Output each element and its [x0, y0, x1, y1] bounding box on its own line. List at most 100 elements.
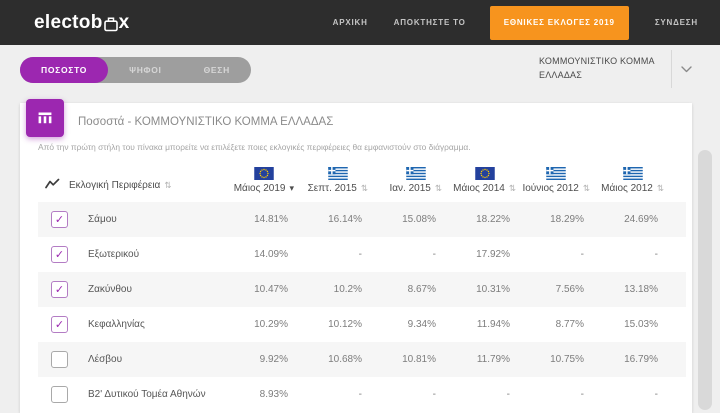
value-cell: 18.22%: [476, 214, 510, 225]
eu-flag-icon: [474, 167, 495, 180]
value-cell: 14.09%: [254, 249, 288, 260]
sort-icon[interactable]: ⇅: [582, 183, 590, 193]
party-select-value: ΚΟΜΜΟΥΝΙΣΤΙΚΟ ΚΟΜΜΑ ΕΛΛΑΔΑΣ: [539, 56, 655, 80]
value-cell: -: [654, 249, 658, 260]
line-chart-icon: [45, 176, 69, 194]
value-cell: 9.92%: [259, 354, 288, 365]
nav-link-get-it[interactable]: ΑΠΟΚΤΗΣΤΕ ΤΟ: [393, 18, 466, 27]
column-header-label: Μάιος 2019: [233, 183, 286, 194]
value-cell: -: [654, 389, 658, 400]
region-cell: Λέσβου: [38, 351, 220, 368]
region-cell: ✓ Ζακύνθου: [38, 281, 220, 298]
nav-menu: ΑΡΧΙΚΗ ΑΠΟΚΤΗΣΤΕ ΤΟ ΕΘΝΙΚΕΣ ΕΚΛΟΓΕΣ 2019…: [307, 5, 698, 40]
region-checkbox[interactable]: ✓: [51, 316, 68, 333]
value-cell: -: [432, 249, 436, 260]
region-checkbox[interactable]: [51, 351, 68, 368]
value-cell: 13.18%: [624, 284, 658, 295]
value-cell: 24.69%: [624, 214, 658, 225]
results-card: Ποσοστά - ΚΟΜΜΟΥΝΙΣΤΙΚΟ ΚΟΜΜΑ ΕΛΛΑΔΑΣ Απ…: [20, 99, 692, 413]
navbar: electob x ΑΡΧΙΚΗ ΑΠΟΚΤΗΣΤΕ ΤΟ ΕΘΝΙΚΕΣ ΕΚ…: [0, 0, 720, 45]
value-cell: 7.56%: [555, 284, 584, 295]
value-cell: -: [580, 249, 584, 260]
region-name: Σάμου: [88, 214, 117, 225]
nav-link-home[interactable]: ΑΡΧΙΚΗ: [332, 18, 368, 27]
value-cell: 8.67%: [407, 284, 436, 295]
value-cell: -: [506, 389, 510, 400]
sort-icon[interactable]: ⇅: [508, 183, 516, 193]
tab-position[interactable]: ΘΕΣΗ: [203, 65, 230, 75]
value-cell: 16.14%: [328, 214, 362, 225]
table-column-header[interactable]: Μάιος 2019 ▾: [220, 167, 294, 194]
region-checkbox[interactable]: ✓: [51, 246, 68, 263]
party-select[interactable]: ΚΟΜΜΟΥΝΙΣΤΙΚΟ ΚΟΜΜΑ ΕΛΛΑΔΑΣ: [539, 50, 692, 88]
greece-flag-icon: [622, 167, 643, 180]
region-name: Εξωτερικού: [88, 249, 140, 260]
table-column-header[interactable]: Ιούνιος 2012 ⇅: [516, 167, 590, 194]
table-row: ✓ Ζακύνθου 10.47% 10.2% 8.67% 10.31% 7.56% 13…: [38, 272, 686, 307]
table-column-header[interactable]: Σεπτ. 2015 ⇅: [294, 167, 368, 194]
sort-icon[interactable]: ⇅: [360, 183, 368, 193]
ballot-box-icon: [103, 13, 119, 32]
logo-text-prefix: electob: [34, 11, 103, 33]
region-checkbox[interactable]: ✓: [51, 211, 68, 228]
table-column-header[interactable]: Ιαν. 2015 ⇅: [368, 167, 442, 194]
region-checkbox[interactable]: ✓: [51, 281, 68, 298]
value-cell: 9.34%: [407, 319, 436, 330]
value-cell: 15.08%: [402, 214, 436, 225]
bar-chart-icon: [26, 99, 64, 137]
value-cell: -: [358, 389, 362, 400]
table-row: ✓ Κεφαλληνίας 10.29% 10.12% 9.34% 11.94% 8.7…: [38, 307, 686, 342]
chevron-down-icon: [681, 60, 692, 78]
greece-flag-icon: [406, 167, 426, 180]
value-cell: 15.03%: [624, 319, 658, 330]
value-cell: 10.12%: [328, 319, 362, 330]
value-cell: 14.81%: [254, 214, 288, 225]
region-cell: Β2' Δυτικού Τομέα Αθηνών: [38, 386, 220, 403]
value-cell: -: [358, 249, 362, 260]
value-cell: 18.29%: [550, 214, 584, 225]
check-icon: ✓: [54, 212, 65, 226]
nav-link-login[interactable]: ΣΥΝΔΕΣΗ: [654, 18, 698, 27]
value-cell: 8.77%: [555, 319, 584, 330]
table-row: ✓ Εξωτερικού 14.09% - - 17.92% - -: [38, 237, 686, 272]
view-tabs: ΠΟΣΟΣΤΟ ΨΗΦΟΙ ΘΕΣΗ: [20, 57, 251, 83]
greece-flag-icon: [546, 167, 566, 180]
value-cell: 10.75%: [550, 354, 584, 365]
check-icon: ✓: [54, 282, 65, 296]
national-elections-2019-button[interactable]: ΕΘΝΙΚΕΣ ΕΚΛΟΓΕΣ 2019: [489, 5, 629, 40]
region-name: Ζακύνθου: [88, 284, 132, 295]
column-header-label: Ιαν. 2015: [389, 183, 431, 194]
region-cell: ✓ Σάμου: [38, 211, 220, 228]
column-header-label: Σεπτ. 2015: [307, 183, 357, 194]
party-select-divider: [671, 50, 672, 88]
results-table: Εκλογική Περιφέρεια ⇅ Μάιος 2019 ▾: [38, 160, 686, 412]
value-cell: 8.93%: [259, 389, 288, 400]
sort-icon[interactable]: ⇅: [164, 179, 172, 190]
sort-desc-icon[interactable]: ▾: [289, 183, 294, 193]
value-cell: 11.94%: [476, 319, 510, 330]
value-cell: 17.92%: [476, 249, 510, 260]
value-cell: 10.47%: [254, 284, 288, 295]
region-column-header[interactable]: Εκλογική Περιφέρεια ⇅: [38, 176, 220, 194]
region-checkbox[interactable]: [51, 386, 68, 403]
tab-percentage[interactable]: ΠΟΣΟΣΤΟ: [20, 57, 109, 83]
region-name: Κεφαλληνίας: [88, 319, 145, 330]
region-name: Λέσβου: [88, 354, 123, 365]
sort-icon[interactable]: ⇅: [434, 183, 442, 193]
column-header-label: Μάιος 2014: [453, 183, 505, 194]
scrollbar-thumb[interactable]: [698, 150, 712, 410]
region-cell: ✓ Εξωτερικού: [38, 246, 220, 263]
greece-flag-icon: [328, 167, 348, 180]
logo-text-suffix: x: [118, 11, 130, 33]
card-title: Ποσοστά - ΚΟΜΜΟΥΝΙΣΤΙΚΟ ΚΟΜΜΑ ΕΛΛΑΔΑΣ: [78, 116, 334, 128]
region-cell: ✓ Κεφαλληνίας: [38, 316, 220, 333]
sort-icon[interactable]: ⇅: [656, 183, 664, 193]
tab-votes[interactable]: ΨΗΦΟΙ: [129, 65, 162, 75]
value-cell: 16.79%: [624, 354, 658, 365]
logo[interactable]: electob x: [34, 12, 130, 34]
table-column-header[interactable]: Μάιος 2014 ⇅: [442, 167, 516, 194]
region-name: Β2' Δυτικού Τομέα Αθηνών: [88, 389, 206, 400]
table-body: ✓ Σάμου 14.81% 16.14% 15.08% 18.22% 18.29% 24…: [38, 202, 686, 412]
value-cell: 10.29%: [254, 319, 288, 330]
table-column-header[interactable]: Μάιος 2012 ⇅: [590, 167, 664, 194]
